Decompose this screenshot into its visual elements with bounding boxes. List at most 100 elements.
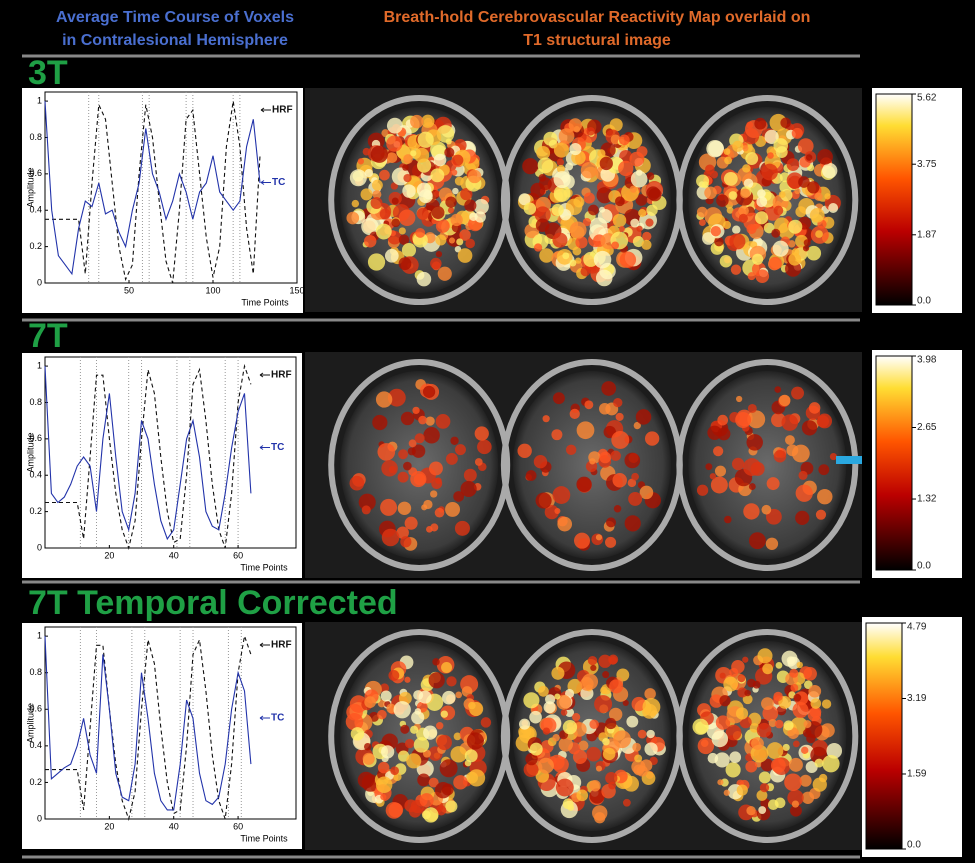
activation <box>555 778 574 797</box>
activation <box>364 168 373 178</box>
activation <box>433 153 447 167</box>
activation <box>707 425 722 440</box>
activation <box>758 806 767 814</box>
activation <box>407 447 416 456</box>
activation <box>379 169 390 181</box>
label-arrow <box>259 445 270 450</box>
activation <box>709 473 716 480</box>
activation <box>529 742 543 756</box>
activation <box>411 444 426 458</box>
x-tick-label: 40 <box>169 821 179 831</box>
activation <box>539 248 554 263</box>
activation <box>477 439 492 455</box>
colorbar <box>875 93 913 306</box>
brain <box>688 371 847 559</box>
activation <box>801 746 809 754</box>
x-tick-label: 150 <box>289 285 304 295</box>
activation <box>450 213 463 227</box>
activation <box>818 464 830 476</box>
activation <box>417 773 431 787</box>
activation <box>610 450 621 462</box>
activation <box>743 178 754 189</box>
activation <box>822 163 838 179</box>
activation <box>560 709 568 716</box>
activation <box>391 218 401 228</box>
activation <box>630 218 640 228</box>
activation <box>611 430 630 449</box>
activation <box>357 771 375 789</box>
activation <box>556 164 566 173</box>
activation <box>797 138 814 154</box>
activation <box>775 661 783 669</box>
activation <box>402 164 409 171</box>
activation <box>775 146 788 158</box>
activation <box>576 789 589 802</box>
activation <box>773 450 787 463</box>
activation <box>377 443 396 461</box>
activation <box>441 662 453 674</box>
activation <box>803 239 811 247</box>
activation <box>464 749 478 763</box>
activation <box>460 187 473 201</box>
activation <box>381 745 395 759</box>
activation <box>553 171 571 189</box>
activation <box>715 715 731 730</box>
activation <box>740 188 751 199</box>
activation <box>737 674 746 683</box>
activation <box>806 245 822 261</box>
activation <box>573 125 581 133</box>
colorbar-tick-label: 1.87 <box>917 229 937 240</box>
activation <box>557 516 573 532</box>
activation <box>615 196 625 207</box>
activation <box>697 737 715 755</box>
activation <box>537 157 554 174</box>
activation <box>706 139 724 158</box>
activation <box>428 461 443 476</box>
activation <box>474 458 483 466</box>
activation <box>629 151 645 167</box>
activation <box>774 719 784 729</box>
activation <box>788 252 802 266</box>
activation <box>635 409 652 425</box>
activation <box>440 710 449 718</box>
activation <box>745 152 759 166</box>
activation <box>590 664 597 672</box>
activation <box>375 391 393 408</box>
activation <box>544 504 559 520</box>
activation <box>791 386 804 400</box>
activation <box>390 766 400 776</box>
activation <box>719 695 731 707</box>
activation <box>600 686 608 695</box>
activation <box>543 701 556 714</box>
activation <box>553 184 571 202</box>
activation <box>558 737 573 752</box>
activation <box>552 392 565 405</box>
activation <box>403 173 412 183</box>
colorbar-tick-label: 0.0 <box>917 561 931 572</box>
activation <box>417 131 434 148</box>
activation <box>710 476 728 494</box>
activation <box>558 128 575 144</box>
row-label: 7T Temporal Corrected <box>28 584 398 622</box>
activation <box>795 510 810 525</box>
activation <box>433 190 441 197</box>
activation <box>569 221 587 239</box>
activation <box>754 117 767 130</box>
activation <box>633 421 641 430</box>
activation <box>756 196 768 208</box>
activation <box>421 810 431 820</box>
activation <box>809 208 825 223</box>
activation <box>731 457 745 471</box>
activation <box>596 187 613 204</box>
activation <box>379 208 391 220</box>
activation <box>474 211 486 223</box>
activation <box>386 152 398 163</box>
activation <box>782 743 790 751</box>
activation <box>346 703 363 721</box>
activation <box>586 127 595 136</box>
activation <box>401 243 417 258</box>
activation <box>425 416 435 426</box>
activation <box>450 436 459 445</box>
activation <box>410 150 417 157</box>
